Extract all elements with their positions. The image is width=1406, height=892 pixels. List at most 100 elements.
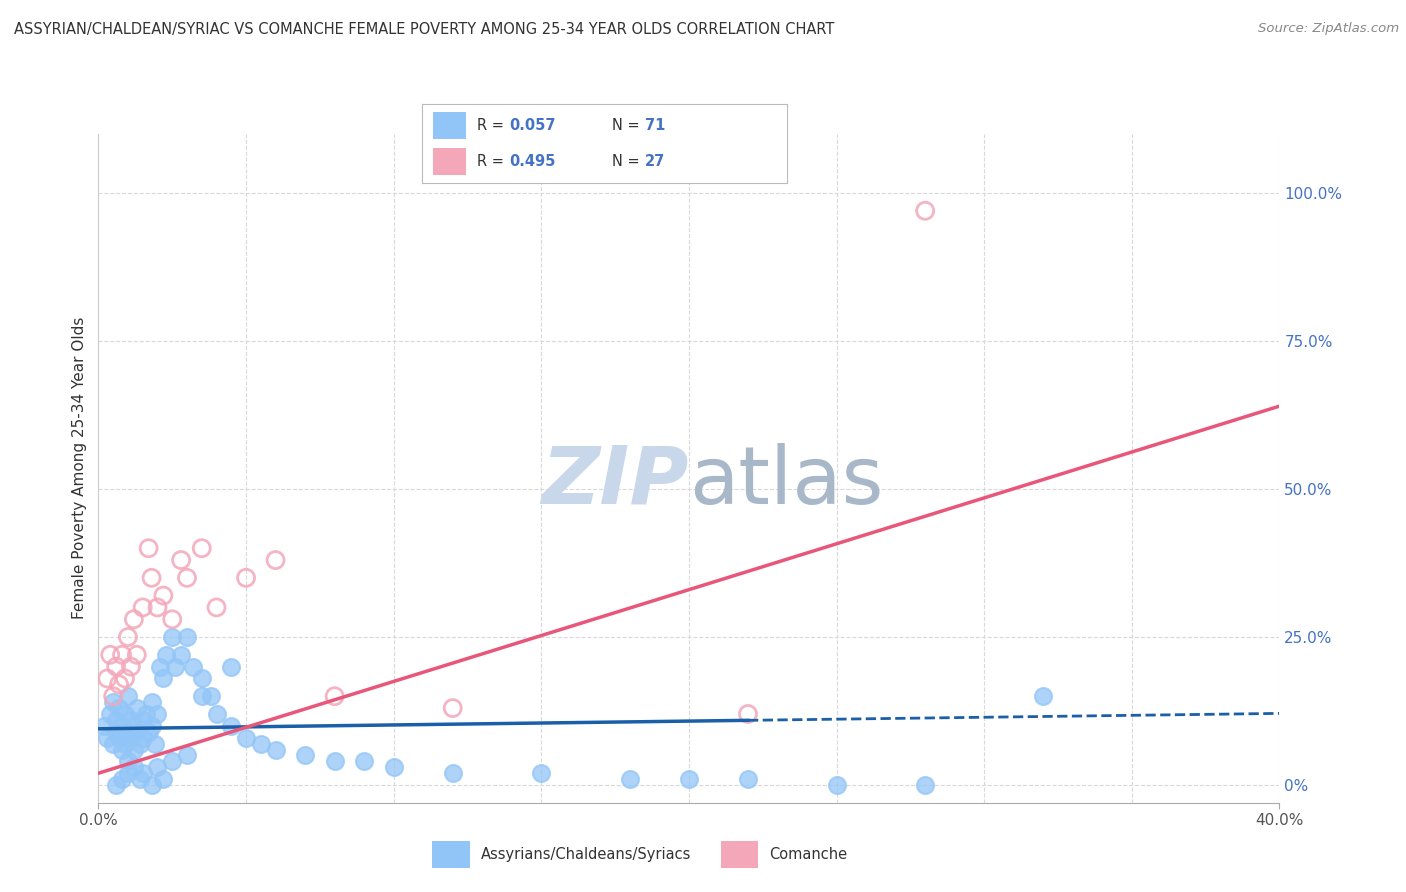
Point [152,672,174,686]
Text: 0.495: 0.495 [509,154,555,169]
Point [143,737,166,751]
Point [353,755,375,769]
Point [103,737,125,751]
Point [122,760,145,774]
Point [152,589,174,603]
Point [138,541,160,556]
Point [117,724,139,739]
Text: R =: R = [477,154,508,169]
Text: R =: R = [477,118,508,133]
Point [191,541,214,556]
Point [441,701,464,715]
Point [162,630,183,644]
Point [294,748,316,763]
Point [264,742,287,756]
Point [125,724,148,739]
Point [141,778,163,792]
Point [132,600,155,615]
Text: Assyrians/Chaldeans/Syriacs: Assyrians/Chaldeans/Syriacs [481,847,690,862]
Point [1032,690,1054,704]
Point [111,648,134,662]
Point [96,731,118,745]
Point [914,203,936,218]
Point [323,755,346,769]
Text: 71: 71 [645,118,665,133]
Point [205,706,228,721]
Point [122,742,145,756]
Bar [721,841,758,868]
Point [125,648,148,662]
Point [117,755,139,769]
Text: ASSYRIAN/CHALDEAN/SYRIAC VS COMANCHE FEMALE POVERTY AMONG 25-34 YEAR OLDS CORREL: ASSYRIAN/CHALDEAN/SYRIAC VS COMANCHE FEM… [14,22,834,37]
Point [117,766,139,780]
Point [111,772,134,786]
Bar [433,841,470,868]
Point [96,672,118,686]
Point [103,695,125,709]
Point [138,724,160,739]
Point [146,706,169,721]
Text: 27: 27 [645,154,665,169]
Point [122,719,145,733]
Text: ZIP: ZIP [541,442,689,521]
Point [93,719,115,733]
Point [128,772,150,786]
Point [737,706,759,721]
Point [191,672,214,686]
Text: N =: N = [612,118,644,133]
Point [141,695,163,709]
Point [250,737,273,751]
Point [162,612,183,626]
Point [200,690,222,704]
Text: N =: N = [612,154,644,169]
Point [122,612,145,626]
Point [103,690,125,704]
Point [191,690,214,704]
Point [105,713,128,727]
Point [105,659,128,673]
Point [176,630,198,644]
Point [264,553,287,567]
Bar [433,148,465,175]
Point [219,719,242,733]
Point [108,701,131,715]
Point [114,706,136,721]
Point [323,690,346,704]
Point [105,778,128,792]
Bar [433,112,465,139]
Point [914,778,936,792]
Point [114,672,136,686]
Point [135,706,157,721]
Point [149,659,172,673]
Text: Source: ZipAtlas.com: Source: ZipAtlas.com [1258,22,1399,36]
Point [235,571,257,585]
Text: 0.057: 0.057 [509,118,555,133]
Point [155,648,177,662]
Point [125,701,148,715]
Point [176,571,198,585]
Point [108,677,131,691]
Point [117,690,139,704]
Point [132,731,155,745]
Point [114,737,136,751]
Point [176,748,198,763]
Point [235,731,257,745]
Point [619,772,641,786]
Point [165,659,187,673]
Point [111,742,134,756]
Point [441,766,464,780]
Point [146,600,169,615]
Point [170,648,193,662]
Point [219,659,242,673]
Point [181,659,204,673]
Point [382,760,405,774]
Point [737,772,759,786]
Point [120,659,142,673]
Point [141,719,163,733]
Point [141,571,163,585]
Point [111,719,134,733]
Point [162,755,183,769]
Point [117,630,139,644]
Point [120,713,142,727]
Point [132,713,155,727]
